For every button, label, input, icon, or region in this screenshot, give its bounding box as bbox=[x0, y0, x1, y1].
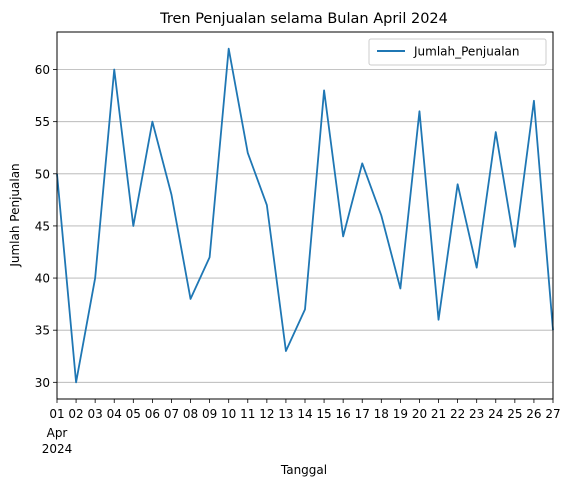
x-tick-label: 19 bbox=[393, 407, 408, 421]
x-tick-label: 24 bbox=[488, 407, 503, 421]
legend-label: Jumlah_Penjualan bbox=[413, 45, 520, 59]
x-tick-label: 13 bbox=[278, 407, 293, 421]
x-axis-label: Tanggal bbox=[280, 463, 327, 477]
y-tick-label: 60 bbox=[35, 63, 50, 77]
y-axis-ticks: 30 35 40 45 50 55 60 bbox=[35, 63, 57, 390]
y-axis-label: Jumlah Penjualan bbox=[8, 163, 22, 267]
x-tick-label: 05 bbox=[126, 407, 141, 421]
y-tick-label: 30 bbox=[35, 376, 50, 390]
x-tick-label: 15 bbox=[316, 407, 331, 421]
x-tick-label: 01 bbox=[49, 407, 64, 421]
x-tick-label: 17 bbox=[355, 407, 370, 421]
x-tick-label: 10 bbox=[221, 407, 236, 421]
x-tick-label: 12 bbox=[259, 407, 274, 421]
x-tick-label: 27 bbox=[545, 407, 560, 421]
chart-title: Tren Penjualan selama Bulan April 2024 bbox=[159, 11, 448, 27]
x-tick-label: 23 bbox=[469, 407, 484, 421]
x-tick-label: 25 bbox=[507, 407, 522, 421]
legend: Jumlah_Penjualan bbox=[368, 38, 547, 66]
x-tick-sublabel: 2024 bbox=[42, 442, 73, 456]
y-tick-label: 50 bbox=[35, 167, 50, 181]
x-tick-label: 22 bbox=[450, 407, 465, 421]
y-tick-label: 40 bbox=[35, 272, 50, 286]
plot-frame bbox=[56, 31, 554, 400]
grid-lines bbox=[57, 69, 553, 383]
y-tick-label: 35 bbox=[35, 324, 50, 338]
x-tick-label: 03 bbox=[88, 407, 103, 421]
x-tick-label: 11 bbox=[240, 407, 255, 421]
x-tick-label: 26 bbox=[526, 407, 541, 421]
x-tick-label: 21 bbox=[431, 407, 446, 421]
x-tick-label: 18 bbox=[374, 407, 389, 421]
x-tick-label: 20 bbox=[412, 407, 427, 421]
x-tick-label: 04 bbox=[107, 407, 122, 421]
y-tick-label: 55 bbox=[35, 115, 50, 129]
series-lines bbox=[56, 47, 554, 384]
x-tick-label: 08 bbox=[183, 407, 198, 421]
x-tick-label: 07 bbox=[164, 407, 179, 421]
y-tick-label: 45 bbox=[35, 219, 50, 233]
x-tick-label: 06 bbox=[145, 407, 160, 421]
legend-box bbox=[368, 38, 547, 66]
x-tick-label: 16 bbox=[336, 407, 351, 421]
x-tick-label: 14 bbox=[297, 407, 312, 421]
x-axis-ticks: 01 02 03 04 05 06 07 08 09 10 11 12 13 14 15 16 17 18 19 20… bbox=[42, 399, 561, 456]
series-line bbox=[56, 47, 554, 384]
x-tick-sublabel: Apr bbox=[47, 426, 68, 440]
x-tick-label: 09 bbox=[202, 407, 217, 421]
x-tick-label: 02 bbox=[68, 407, 83, 421]
